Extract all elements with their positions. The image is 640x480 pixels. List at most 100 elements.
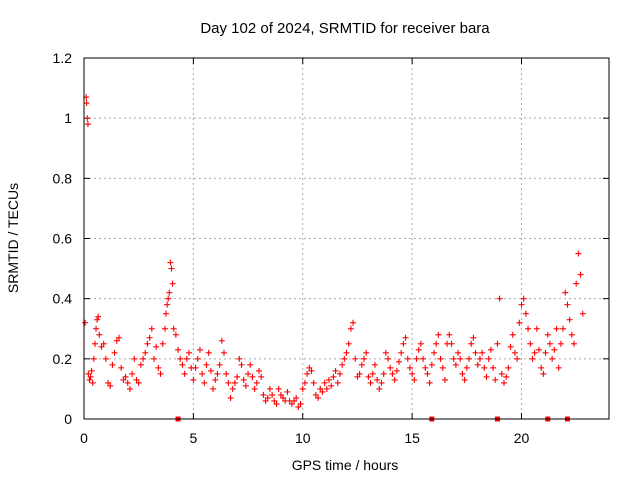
data-point	[481, 364, 488, 371]
data-point	[271, 397, 278, 404]
data-point	[111, 349, 118, 356]
data-point	[175, 346, 182, 353]
data-point	[566, 316, 573, 323]
data-point	[472, 349, 479, 356]
data-point	[262, 397, 269, 404]
data-point	[564, 301, 571, 308]
data-point	[485, 355, 492, 362]
data-point	[494, 340, 501, 347]
data-point	[308, 367, 315, 374]
data-point	[516, 319, 523, 326]
data-point	[120, 376, 127, 383]
data-point	[165, 295, 172, 302]
data-point	[382, 349, 389, 356]
data-point	[490, 364, 497, 371]
chart-title: Day 102 of 2024, SRMTID for receiver bar…	[200, 20, 490, 37]
data-point	[393, 367, 400, 374]
data-point	[461, 376, 468, 383]
grid	[84, 58, 609, 419]
data-point	[507, 343, 514, 350]
data-point	[148, 325, 155, 332]
data-point	[169, 280, 176, 287]
data-point	[151, 355, 157, 362]
data-point	[555, 364, 562, 371]
data-point	[212, 376, 219, 383]
data-point	[378, 379, 385, 386]
data-point	[345, 340, 352, 347]
data-point	[166, 289, 173, 296]
data-point	[140, 355, 147, 362]
data-point	[492, 376, 499, 383]
data-point	[404, 355, 411, 362]
data-point	[557, 340, 564, 347]
data-point	[293, 394, 300, 401]
data-point	[201, 379, 208, 386]
data-point	[234, 373, 241, 380]
data-point	[450, 355, 457, 362]
data-point	[334, 379, 341, 386]
data-point	[573, 280, 580, 287]
data-point	[91, 340, 98, 347]
data-point	[155, 364, 162, 371]
data-point	[553, 325, 560, 332]
data-point	[459, 370, 466, 377]
data-point	[170, 325, 177, 332]
data-point	[242, 382, 249, 389]
data-point	[376, 385, 383, 392]
data-point	[352, 355, 359, 362]
data-point	[343, 349, 350, 356]
data-point	[253, 379, 260, 386]
data-point	[214, 370, 221, 377]
data-point	[431, 349, 437, 356]
data-point	[310, 379, 317, 386]
data-point	[527, 340, 534, 347]
data-point	[549, 355, 556, 362]
data-point	[326, 376, 332, 383]
data-point	[225, 379, 232, 386]
data-point	[321, 379, 328, 386]
data-point	[525, 325, 532, 332]
data-point	[192, 364, 199, 371]
data-point	[227, 394, 234, 401]
data-point	[177, 355, 184, 362]
data-point	[562, 289, 569, 296]
data-point	[84, 121, 91, 128]
data-point	[312, 391, 319, 398]
data-point	[129, 370, 136, 377]
data-point	[374, 376, 381, 383]
data-point	[479, 349, 486, 356]
data-point	[483, 373, 490, 380]
data-point	[87, 373, 94, 380]
data-point	[470, 334, 477, 341]
data-point	[159, 340, 166, 347]
data-point	[496, 295, 503, 302]
data-point	[126, 385, 133, 392]
data-point	[137, 361, 144, 368]
data-point	[455, 349, 462, 356]
data-point	[179, 361, 186, 368]
data-point	[245, 370, 252, 377]
data-point	[568, 331, 575, 338]
data-point	[422, 364, 429, 371]
data-point	[153, 343, 160, 350]
data-point	[168, 265, 175, 272]
data-point	[291, 397, 297, 404]
x-tick-label: 0	[80, 430, 88, 446]
data-point	[203, 361, 210, 368]
data-point	[231, 379, 238, 386]
plot-frame	[83, 57, 610, 420]
data-point	[546, 340, 553, 347]
data-point	[116, 334, 122, 341]
data-point	[424, 370, 431, 377]
data-point	[369, 370, 376, 377]
data-point	[256, 367, 262, 374]
data-point	[332, 367, 339, 374]
data-point	[183, 355, 190, 362]
data-point	[122, 373, 129, 380]
data-point	[105, 379, 112, 386]
data-point	[131, 355, 138, 362]
y-tick-label: 0.6	[53, 231, 73, 247]
data-point	[433, 340, 440, 347]
data-point	[415, 346, 422, 353]
